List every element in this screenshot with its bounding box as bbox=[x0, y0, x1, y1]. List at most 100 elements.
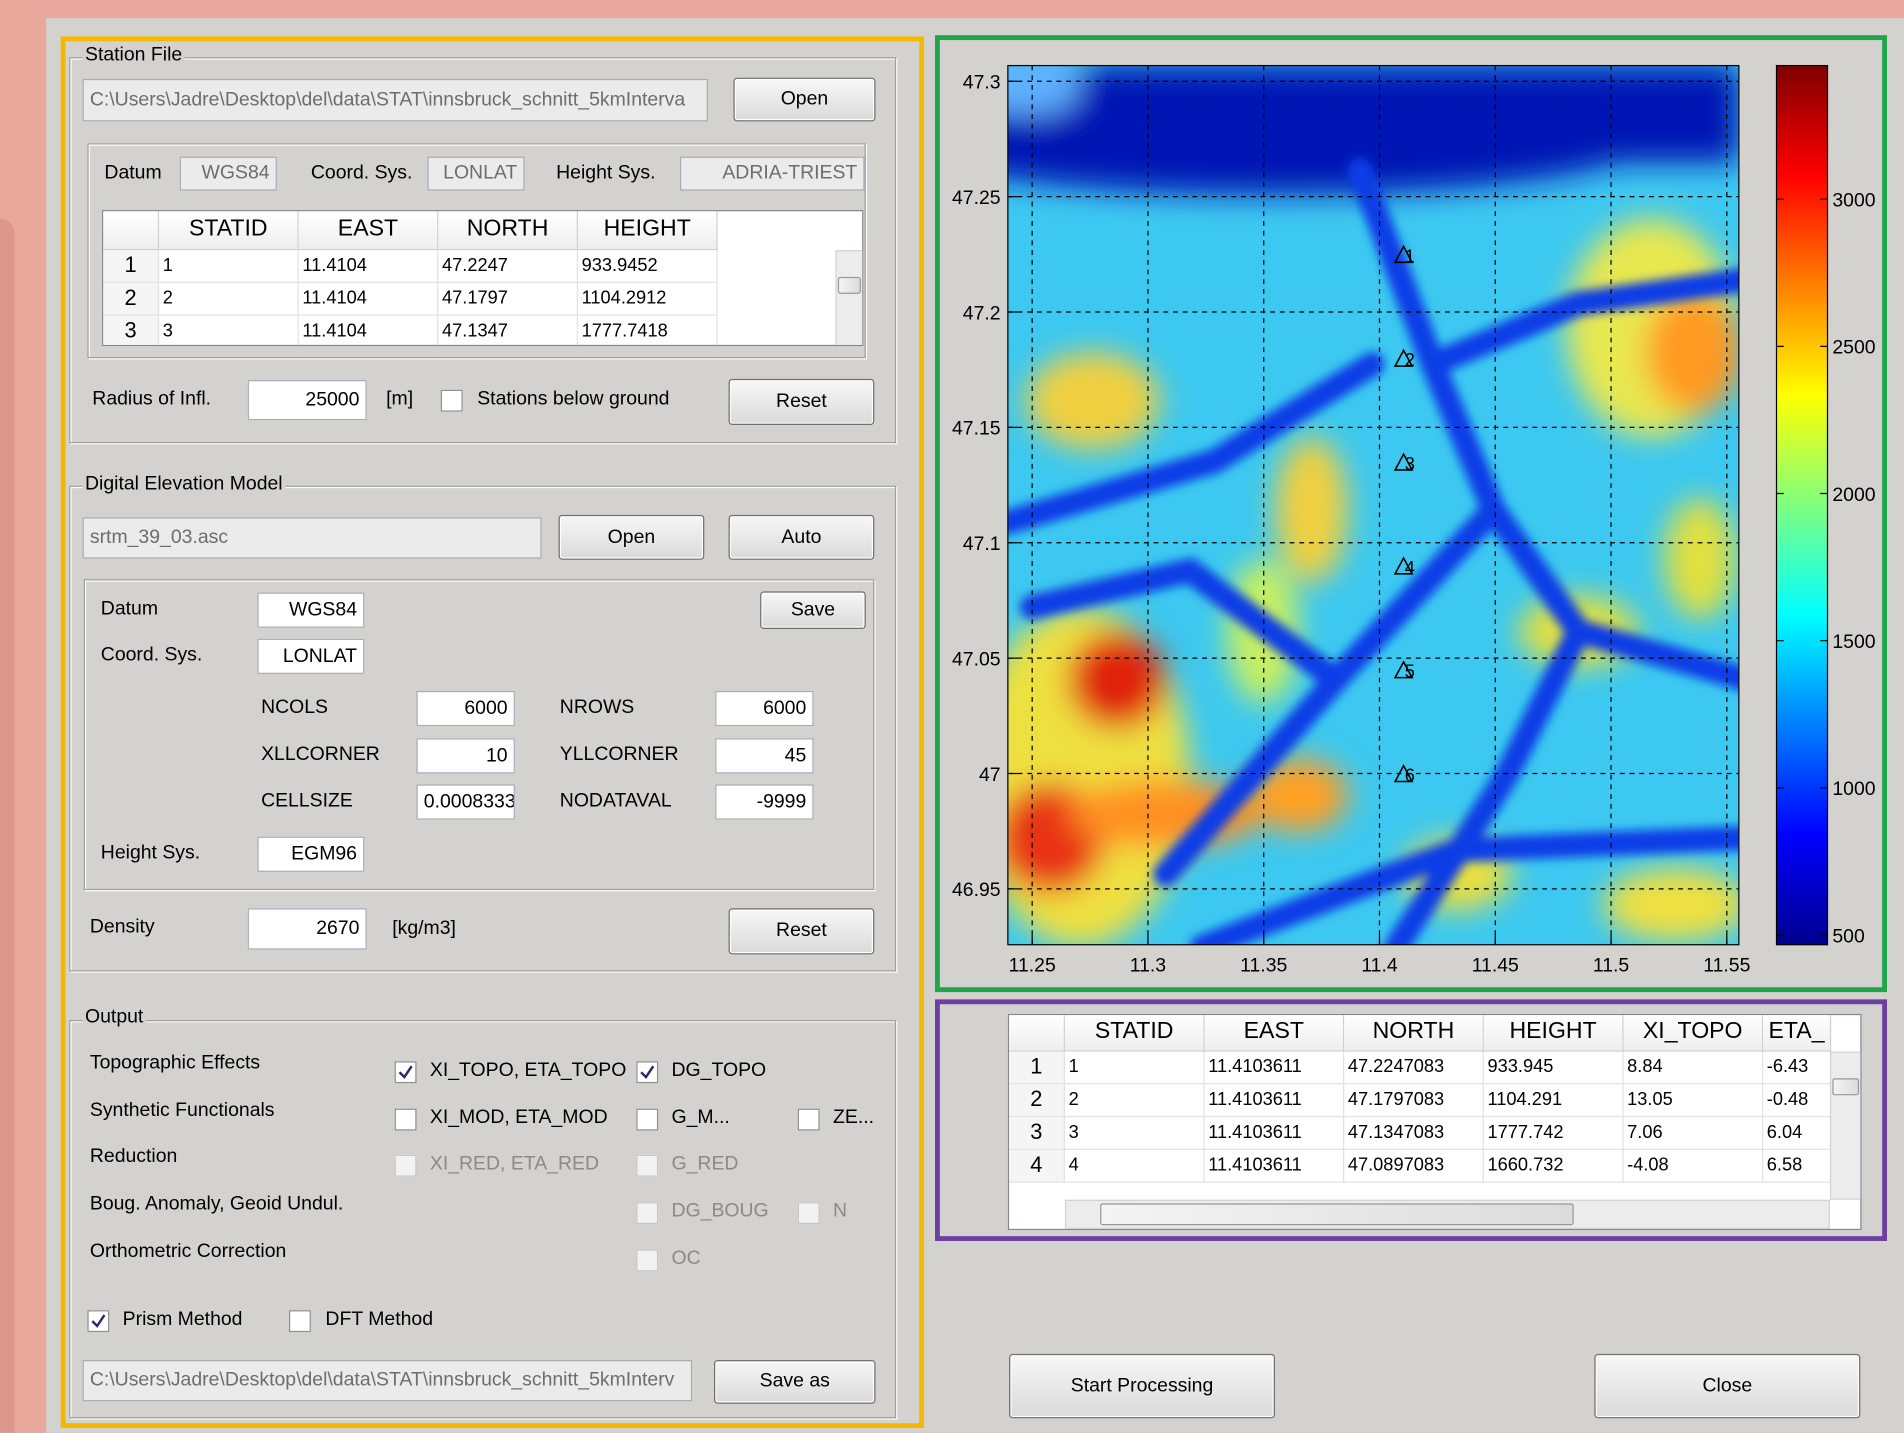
path-field[interactable]: C:\Users\Jadre\Desktop\del\data\STAT\inn… bbox=[82, 1360, 693, 1402]
param-label: CELLSIZE bbox=[261, 790, 353, 812]
datum-field[interactable]: WGS84 bbox=[257, 592, 365, 628]
auto-button[interactable]: Auto bbox=[728, 514, 875, 560]
group-title: Digital Elevation Model bbox=[82, 472, 286, 500]
panel bbox=[83, 579, 875, 891]
column-header[interactable]: ETA_ bbox=[1763, 1015, 1832, 1052]
column-header[interactable]: NORTH bbox=[438, 211, 579, 251]
checkbox[interactable] bbox=[797, 1202, 820, 1225]
column-header[interactable]: EAST bbox=[298, 211, 439, 251]
row-label: Topographic Effects bbox=[89, 1052, 261, 1074]
scrollbar[interactable] bbox=[1829, 1051, 1861, 1200]
column-header[interactable]: NORTH bbox=[1344, 1015, 1484, 1052]
table-cell: 2 bbox=[159, 282, 299, 316]
highlight-frame bbox=[60, 36, 925, 1429]
table-cell: 1777.7418 bbox=[578, 315, 718, 345]
x-tick-label: 11.45 bbox=[1472, 954, 1519, 976]
param-label: NCOLS bbox=[261, 697, 329, 718]
row-label: Reduction bbox=[89, 1146, 178, 1168]
column-header[interactable]: XI_TOPO bbox=[1623, 1015, 1764, 1052]
param-field[interactable]: 10 bbox=[416, 737, 515, 773]
checkbox[interactable] bbox=[636, 1061, 659, 1084]
station-label: 1 bbox=[1405, 246, 1415, 266]
header-cell bbox=[103, 211, 160, 251]
group-title: Output bbox=[82, 1005, 146, 1033]
table-cell: 1104.2912 bbox=[578, 282, 718, 316]
coord-field: LONLAT bbox=[427, 156, 525, 191]
scrollbar[interactable] bbox=[835, 250, 863, 345]
reset-button[interactable]: Reset bbox=[728, 908, 875, 955]
station-label: 5 bbox=[1405, 662, 1415, 682]
row-header: 3 bbox=[1009, 1117, 1065, 1150]
table: STATID EAST NORTH HEIGHT XI_TOPO ETA_ 1 1 11.410… bbox=[1007, 1013, 1862, 1231]
param-field[interactable]: 45 bbox=[715, 737, 814, 773]
table-cell: 933.9452 bbox=[578, 250, 718, 283]
param-field[interactable]: -9999 bbox=[715, 784, 814, 820]
table-cell: 11.4103611 bbox=[1204, 1051, 1345, 1085]
checkbox[interactable] bbox=[636, 1202, 659, 1225]
station-label: 4 bbox=[1405, 558, 1415, 578]
station-marker bbox=[1393, 556, 1414, 575]
elevation-image bbox=[1007, 65, 1739, 945]
y-tick-label: 46.95 bbox=[952, 879, 1001, 901]
row-header: 1 bbox=[1009, 1051, 1065, 1085]
panel bbox=[87, 143, 866, 359]
scroll-thumb[interactable] bbox=[837, 276, 861, 294]
density-field[interactable]: 2670 bbox=[247, 908, 367, 950]
close-button[interactable]: Close bbox=[1594, 1353, 1861, 1419]
file-field[interactable]: srtm_39_03.asc bbox=[82, 517, 542, 559]
label: Coord. Sys. bbox=[100, 644, 203, 666]
label: Datum bbox=[104, 162, 162, 184]
station-marker bbox=[1393, 764, 1414, 783]
checkbox[interactable] bbox=[440, 389, 463, 412]
datum-field: WGS84 bbox=[179, 156, 277, 191]
label: Height Sys. bbox=[556, 162, 656, 184]
param-field[interactable]: 6000 bbox=[416, 690, 515, 727]
table-cell: 47.0897083 bbox=[1344, 1149, 1484, 1183]
checkbox[interactable] bbox=[636, 1249, 659, 1272]
column-header[interactable]: HEIGHT bbox=[578, 211, 718, 251]
checkbox-label: N bbox=[833, 1201, 848, 1222]
path-field[interactable]: C:\Users\Jadre\Desktop\del\data\STAT\inn… bbox=[82, 78, 708, 122]
checkbox[interactable] bbox=[636, 1108, 659, 1131]
checkbox[interactable] bbox=[394, 1108, 417, 1131]
label: Radius of Infl. bbox=[92, 388, 212, 410]
column-header[interactable]: HEIGHT bbox=[1483, 1015, 1624, 1052]
column-header[interactable]: EAST bbox=[1204, 1015, 1345, 1052]
row-label: Orthometric Correction bbox=[89, 1240, 287, 1262]
checkbox-label: XI_MOD, ETA_MOD bbox=[429, 1107, 608, 1128]
checkbox[interactable] bbox=[797, 1108, 820, 1131]
unit: [m] bbox=[386, 388, 414, 410]
group-box bbox=[69, 485, 897, 972]
checkbox[interactable] bbox=[636, 1155, 659, 1178]
colorbar-label: 2500 bbox=[1832, 337, 1875, 359]
table-cell: 7.06 bbox=[1623, 1117, 1764, 1150]
checkbox-label: G_RED bbox=[671, 1154, 739, 1175]
checkbox[interactable] bbox=[394, 1155, 417, 1178]
column-header[interactable]: STATID bbox=[159, 211, 299, 251]
param-field[interactable]: 0.0008333 bbox=[416, 784, 515, 820]
param-label: XLLCORNER bbox=[261, 743, 380, 765]
open-button[interactable]: Open bbox=[733, 77, 876, 122]
checkbox[interactable] bbox=[394, 1061, 417, 1084]
height-field[interactable]: EGM96 bbox=[257, 836, 365, 872]
scroll-thumb[interactable] bbox=[1832, 1078, 1860, 1096]
checkbox-label: ZE... bbox=[833, 1107, 875, 1128]
open-button[interactable]: Open bbox=[558, 514, 705, 560]
save-button[interactable]: Save bbox=[760, 591, 866, 630]
coord-field[interactable]: LONLAT bbox=[257, 638, 365, 674]
radius-field[interactable]: 25000 bbox=[247, 380, 367, 421]
param-field[interactable]: 6000 bbox=[715, 690, 814, 727]
column-header[interactable]: STATID bbox=[1064, 1015, 1205, 1052]
label: Height Sys. bbox=[100, 842, 201, 864]
save-as-button[interactable]: Save as bbox=[714, 1360, 876, 1404]
plot-frame bbox=[1007, 64, 1740, 946]
y-tick-label: 47.2 bbox=[963, 302, 1001, 324]
start-button[interactable]: Start Processing bbox=[1009, 1353, 1276, 1419]
y-tick-label: 47.15 bbox=[952, 418, 1001, 440]
header-cell bbox=[1009, 1015, 1065, 1052]
reset-button[interactable]: Reset bbox=[728, 378, 875, 426]
table-cell: 47.1347083 bbox=[1344, 1117, 1484, 1150]
h-scroll-thumb[interactable] bbox=[1100, 1203, 1574, 1226]
checkbox[interactable] bbox=[87, 1310, 110, 1333]
checkbox[interactable] bbox=[289, 1310, 311, 1333]
